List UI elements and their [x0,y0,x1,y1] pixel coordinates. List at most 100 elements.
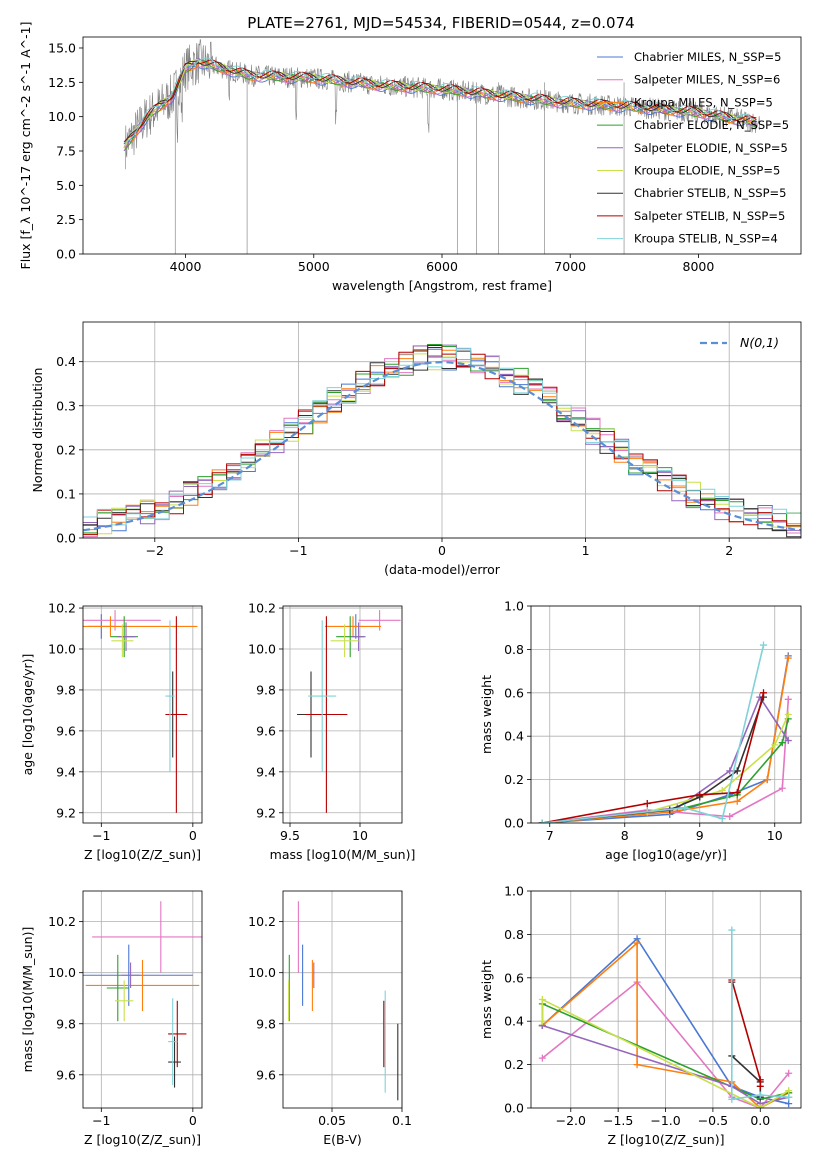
y-tick-label: 1.0 [504,884,524,899]
weight-point-marker [771,741,779,749]
weight-point-marker [733,789,741,797]
weight-point-marker [760,641,767,649]
x-tick-label: 4000 [170,259,202,274]
weight-point-marker [633,939,641,947]
y-tick-label: 10.2 [48,601,76,616]
y-tick-label: 10.0 [248,641,276,656]
weight-point-marker [538,996,546,1003]
y-tick-label: 0.4 [504,729,524,744]
legend-entry: Chabrier STELIB, N_SSP=5 [634,186,786,200]
spectrum-panel: 4000 5000 6000 7000 8000 0.0 2.5 5.0 7.5 10.0 12.5… [18,22,802,293]
x-tick-label: 0 [438,543,446,558]
weight-point-marker [785,1087,793,1095]
x-axis-label: (data-model)/error [384,562,501,577]
y-tick-label: 9.4 [56,764,76,779]
weight-point-marker [538,1054,546,1062]
weight-point-marker [763,776,771,784]
y-tick-label: 10.2 [248,914,276,929]
weight-series-line [541,998,790,1108]
legend-entry: Chabrier MILES, N_SSP=5 [634,50,781,64]
weight-point-marker [726,812,734,820]
weight-plot-area [538,641,792,823]
legend-entry: Salpeter STELIB, N_SSP=5 [634,209,785,223]
weight-point-marker [696,791,704,799]
mass-vs-metallicity-panel: −1 0 9.6 9.8 10.0 10.2 Z [log10(Z/Z_sun)] mass … [20,890,203,1147]
age-vs-mass-panel: 9.5 10 9.2 9.4 9.6 9.8 10.0 10.2 mass [log10(M/M… [248,601,415,862]
legend-entry: Kroupa MILES, N_SSP=5 [634,95,773,109]
x-tick-label: 7000 [554,259,586,274]
x-tick-label: −0.5 [698,1113,728,1128]
x-tick-label: 8 [621,828,629,843]
y-axis-label: mass weight [479,675,494,754]
model-spectrum-line [123,65,757,148]
axes-frame [82,321,802,539]
y-tick-label: 0.6 [504,685,524,700]
x-tick-label: 10 [352,828,368,843]
legend-entry: Kroupa ELODIE, N_SSP=5 [634,164,780,178]
y-tick-label: 0.2 [504,1057,524,1072]
weight-point-marker [756,1091,764,1099]
x-tick-label: −1 [289,543,307,558]
x-tick-label: 0 [189,828,197,843]
y-tick-label: 12.5 [48,75,76,90]
y-tick-label: 2.5 [56,212,76,227]
y-tick-label: 0.0 [56,531,76,546]
y-tick-label: 9.8 [256,1016,276,1031]
y-tick-label: 0.1 [56,486,76,501]
x-tick-label: −1.0 [650,1113,680,1128]
x-tick-label: 6000 [426,259,458,274]
weight-point-marker [728,926,736,934]
x-axis-label: Z [log10(Z/Z_sun)] [84,1132,201,1147]
y-tick-label: 9.6 [56,1067,76,1082]
x-tick-label: 1 [582,543,590,558]
scatter-plot-area [297,610,401,813]
y-tick-label: 0.6 [504,970,524,985]
x-tick-label: −1 [92,828,110,843]
x-axis-label: wavelength [Angstrom, rest frame] [332,278,552,293]
y-tick-label: 10.0 [48,109,76,124]
weight-vs-age-panel: 7 8 9 10 0.0 0.2 0.4 0.6 0.8 1.0 age [log10(age/yr… [479,599,802,862]
weight-series-line [731,982,762,1098]
weight-point-marker [760,689,767,697]
figure-title: PLATE=2761, MJD=54534, FIBERID=0544, z=0… [247,14,634,32]
weight-point-marker [784,711,792,718]
x-tick-label: −2 [146,543,164,558]
observed-spectrum-line [125,39,760,170]
y-tick-label: 10.0 [248,965,276,980]
y-tick-label: 0.4 [504,1014,524,1029]
x-tick-label: 0.05 [318,1113,346,1128]
x-axis-label: E(B-V) [323,1132,362,1147]
axes-frame [82,36,802,255]
x-axis-label: Z [log10(Z/Z_sun)] [84,847,201,862]
axes-frame [282,890,403,1109]
y-axis-label: mass [log10(M/M_sun)] [20,927,35,1073]
y-tick-label: 0.8 [504,642,524,657]
y-tick-label: 10.2 [248,601,276,616]
weight-point-marker [756,1076,764,1084]
x-axis-label: Z [log10(Z/Z_sun)] [608,1132,725,1147]
histogram-plot-area [83,344,801,538]
y-tick-label: 5.0 [56,178,76,193]
weight-point-marker [681,804,689,812]
y-tick-label: 9.8 [256,682,276,697]
y-tick-label: 9.8 [56,1016,76,1031]
x-tick-label: 8000 [683,259,715,274]
normal-reference-curve [83,360,801,532]
y-tick-label: 9.6 [56,723,76,738]
y-tick-label: 9.6 [256,1067,276,1082]
axes-frame [82,605,203,824]
weight-point-marker [756,1082,764,1090]
weight-point-marker [733,797,741,805]
weight-point-marker [784,654,792,662]
y-tick-label: 0.0 [504,1101,524,1116]
x-axis-label: age [log10(age/yr)] [605,847,727,862]
weight-point-marker [784,737,792,745]
legend-entry: Kroupa STELIB, N_SSP=4 [634,232,778,246]
legend-entry: Chabrier ELODIE, N_SSP=5 [634,118,789,132]
weight-point-marker [756,1104,764,1108]
y-tick-label: 9.2 [56,805,76,820]
x-tick-label: 5000 [298,259,330,274]
weight-point-marker [726,767,734,775]
axes-frame [82,890,203,1109]
